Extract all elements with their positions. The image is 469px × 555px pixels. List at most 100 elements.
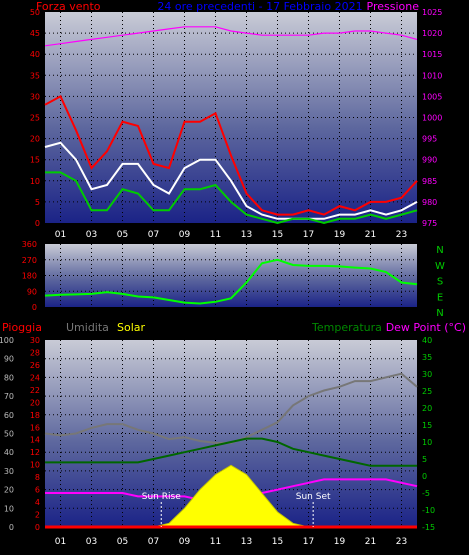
y-tick-label: 60 — [4, 411, 14, 420]
x-tick-label: 15 — [272, 537, 283, 547]
chart2-ticks: 0 90 180 270 360 — [22, 240, 37, 312]
series-line-1 — [45, 437, 417, 467]
y-tick-label: 100 — [0, 336, 14, 345]
chart2-grid — [45, 244, 417, 307]
y-tick-label: 30 — [422, 370, 432, 379]
y-tick-label: 5 — [35, 198, 40, 207]
series-line-3 — [44, 26, 418, 47]
x-tick-label: 07 — [148, 230, 159, 240]
y-tick-label: 2 — [35, 511, 40, 520]
y-tick-label: 5 — [422, 455, 427, 464]
legend-item: Solar — [117, 321, 146, 334]
y-tick-label: 50 — [30, 8, 40, 17]
y-tick-label: 12 — [30, 448, 40, 457]
y-tick-label: 10 — [30, 177, 40, 186]
y-tick-label: 30 — [4, 467, 14, 476]
y-tick-label: 40 — [422, 336, 432, 345]
compass-label: N — [436, 245, 443, 256]
y-tick-label: 10 — [30, 461, 40, 470]
x-tick-label: 13 — [241, 230, 252, 240]
sun-set-label: Sun Set — [296, 492, 331, 502]
chart1-ticks: 0510152025303540455097598098599099510001… — [30, 8, 443, 240]
x-tick-label: 09 — [179, 537, 191, 547]
x-tick-label: 09 — [179, 230, 191, 240]
x-tick-label: 11 — [210, 230, 221, 240]
y-tick-label: 1025 — [422, 8, 442, 17]
x-tick-label: 15 — [272, 230, 283, 240]
y-tick-label: 30 — [30, 92, 40, 101]
y-tick-label: 25 — [422, 387, 432, 396]
y-tick-label: 8 — [35, 473, 40, 482]
x-tick-label: 01 — [55, 230, 66, 240]
y-tick-label: 10 — [4, 504, 14, 513]
compass-label: S — [437, 277, 443, 288]
y-tick-label: 0 — [9, 523, 14, 532]
y-tick-label: 180 — [22, 272, 37, 281]
legend-item: Umidita — [66, 321, 109, 334]
x-tick-label: 01 — [55, 537, 66, 547]
y-tick-label: 980 — [422, 198, 437, 207]
x-tick-label: 23 — [396, 537, 407, 547]
y-tick-label: 6 — [35, 486, 40, 495]
compass-label: N — [436, 308, 443, 319]
compass-label: W — [435, 261, 445, 272]
y-tick-label: 80 — [4, 373, 14, 382]
y-tick-label: 15 — [422, 421, 432, 430]
y-tick-label: 22 — [30, 386, 40, 395]
y-tick-label: 35 — [30, 71, 40, 80]
y-tick-label: 0 — [35, 219, 40, 228]
chart2-plot-area — [45, 244, 417, 307]
y-tick-label: 990 — [422, 156, 437, 165]
wind-pressure-chart: 0510152025303540455097598098599099510001… — [30, 0, 443, 240]
series-line-0 — [44, 95, 418, 216]
x-tick-label: 13 — [241, 537, 252, 547]
y-tick-label: 995 — [422, 135, 437, 144]
y-tick-label: 0 — [35, 523, 40, 532]
chart3-series — [44, 372, 418, 529]
x-tick-label: 17 — [303, 230, 314, 240]
y-tick-label: 35 — [422, 353, 432, 362]
chart1-series — [44, 26, 418, 225]
x-tick-label: 03 — [86, 230, 97, 240]
y-tick-label: -5 — [422, 489, 430, 498]
weather-chart: 0102030405060708090100024681012141618202… — [0, 321, 466, 547]
y-tick-label: 30 — [30, 336, 40, 345]
y-tick-label: 45 — [30, 29, 40, 38]
y-tick-label: 20 — [422, 404, 432, 413]
y-tick-label: 50 — [4, 430, 14, 439]
y-tick-label: 4 — [35, 498, 40, 507]
y-tick-label: 28 — [30, 348, 40, 357]
y-tick-label: 40 — [4, 448, 14, 457]
y-tick-label: 15 — [30, 156, 40, 165]
chart3-annotations: Sun Rise Sun Set — [142, 492, 331, 527]
x-tick-label: 21 — [365, 230, 376, 240]
chart3-ticks: 0102030405060708090100024681012141618202… — [0, 336, 435, 547]
x-tick-label: 23 — [396, 230, 407, 240]
chart1-plot-area — [45, 12, 417, 223]
sun-rise-label: Sun Rise — [142, 492, 181, 502]
y-tick-label: 1005 — [422, 92, 442, 101]
x-tick-label: 03 — [86, 537, 97, 547]
y-tick-label: 16 — [30, 423, 40, 432]
compass-label: E — [437, 292, 443, 303]
chart1-left-label: Forza vento — [36, 0, 101, 13]
x-tick-label: 05 — [117, 537, 128, 547]
chart1-title: 24 ore precedenti - 17 Febbraio 2021 — [157, 0, 362, 13]
chart3-legend: Pioggia Umidita Solar Temperatura Dew Point … — [2, 321, 466, 334]
chart1-right-label: Pressione — [367, 0, 420, 13]
x-tick-label: 17 — [303, 537, 314, 547]
y-tick-label: 0 — [422, 472, 427, 481]
y-tick-label: 40 — [30, 50, 40, 59]
y-tick-label: 20 — [30, 135, 40, 144]
series-line-1 — [44, 141, 418, 220]
y-tick-label: 1020 — [422, 29, 442, 38]
y-tick-label: 24 — [30, 373, 40, 382]
y-tick-label: 975 — [422, 219, 437, 228]
y-tick-label: 1015 — [422, 50, 442, 59]
x-tick-label: 05 — [117, 230, 128, 240]
x-tick-label: 19 — [334, 230, 346, 240]
y-tick-label: 90 — [27, 287, 37, 296]
y-tick-label: 14 — [30, 436, 40, 445]
